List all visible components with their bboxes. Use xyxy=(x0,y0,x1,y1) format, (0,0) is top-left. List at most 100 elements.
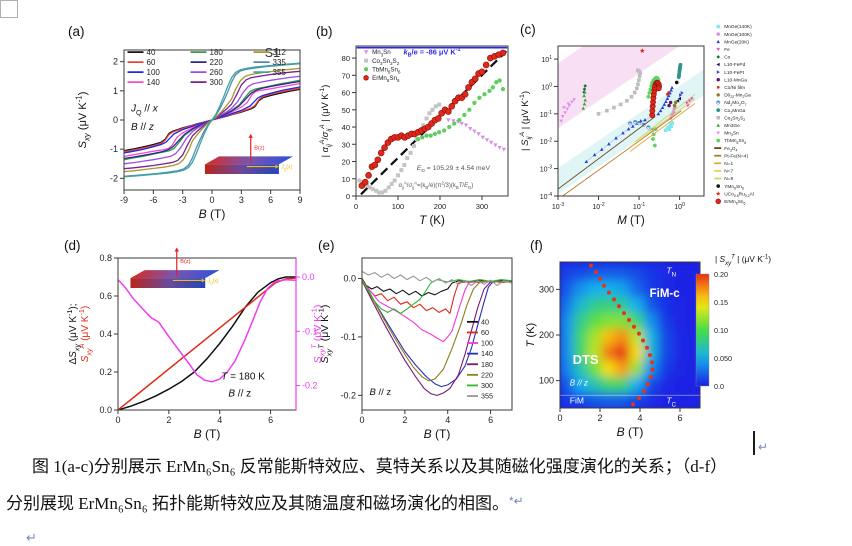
svg-text:-6: -6 xyxy=(149,195,157,205)
text-cursor xyxy=(753,431,755,455)
panel-f: 0 2 4 6 100 200 300 B (T) T (K) TN FiM-c DTS B // z F… xyxy=(525,238,771,439)
svg-text:0: 0 xyxy=(113,115,118,125)
caption-text-2: 分别展现 ErMn₆Sn₆ 拓扑能斯特效应及其随温度和磁场演化的相图。 xyxy=(6,494,509,513)
series-Co_{3}Sn_{2}S_{2} xyxy=(596,68,643,116)
panel-d-chart: 0 2 4 6 0.0 0.2 0.4 0.6 0.8 0.0 -0.1 -0.2 B (T) ΔSxy … xyxy=(64,238,326,441)
svg-text:355: 355 xyxy=(481,392,493,401)
svg-text:100: 100 xyxy=(674,202,685,211)
svg-text:-0.2: -0.2 xyxy=(340,390,356,400)
svg-text:0.2: 0.2 xyxy=(99,367,112,377)
series-L10-FePt xyxy=(679,91,684,97)
series-ErMn_{6}Sn_{6} xyxy=(649,79,662,118)
series-ErMn_{6}Sn_{6} xyxy=(358,49,507,189)
x-axis-label: T (K) xyxy=(419,215,445,227)
svg-text:ErMn6Sn6: ErMn6Sn6 xyxy=(724,199,745,206)
svg-text:T (K): T (K) xyxy=(525,323,537,347)
svg-text:Nd2Mo2O7: Nd2Mo2O7 xyxy=(724,100,746,107)
svg-text:100: 100 xyxy=(481,339,493,348)
svg-text:6: 6 xyxy=(677,413,682,423)
svg-text:20: 20 xyxy=(342,158,350,167)
figure-1-image[interactable]: -9 -6 -3 0 3 6 9 -2 -1 0 1 2 B (T) Sxy (μV K-1) S1 JQ /… xyxy=(0,0,852,450)
svg-text:10-3: 10-3 xyxy=(540,165,552,174)
svg-text:Pt-Fe(N=4): Pt-Fe(N=4) xyxy=(724,153,748,159)
svg-text:10: 10 xyxy=(342,175,350,184)
svg-text:335: 335 xyxy=(273,58,287,67)
series-MnGe(140K) xyxy=(663,121,674,133)
svg-text:| SijA | (μV K-1): | SijA | (μV K-1) xyxy=(519,91,533,151)
svg-text:100: 100 xyxy=(541,83,552,92)
annotations: B // z xyxy=(370,387,392,398)
svg-text:40: 40 xyxy=(342,123,350,132)
heatmap xyxy=(560,262,700,408)
svg-text:B // z: B // z xyxy=(131,122,154,133)
svg-text:10-4: 10-4 xyxy=(540,192,552,201)
svg-text:180: 180 xyxy=(210,48,224,57)
empty-paragraph[interactable]: ↵ xyxy=(6,521,818,546)
series-Fe_{3}O_{4} xyxy=(558,116,656,190)
svg-text:-3: -3 xyxy=(179,195,187,205)
annotations: kB/e = -86 μV K-1 ED = 105.29 ± 4.54 meV α… xyxy=(399,47,491,190)
svg-text:300: 300 xyxy=(476,202,489,211)
caption-line-1[interactable]: 图 1(a-c)分别展示 ErMn₆Sn₆ 反常能斯特效应、莫特关系以及其随磁化… xyxy=(6,450,818,484)
svg-text:MnGe(100K): MnGe(100K) xyxy=(724,32,752,38)
svg-text:0.4: 0.4 xyxy=(99,329,112,339)
svg-text:SxyA (μV K-1): SxyA (μV K-1) xyxy=(77,306,94,362)
svg-text:S1: S1 xyxy=(265,46,280,60)
svg-text:D022-Mn2Ga: D022-Mn2Ga xyxy=(724,93,751,100)
svg-text:TC: TC xyxy=(666,396,676,409)
caption-line-2[interactable]: 分别展现 ErMn₆Sn₆ 拓扑能斯特效应及其随温度和磁场演化的相图。*↵ xyxy=(6,484,818,521)
svg-text:FiM-c: FiM-c xyxy=(650,288,681,300)
panel-e: 0 2 4 6 0.0 -0.1 -0.2 B (T) SxyT (μV K-1) B // z 4… xyxy=(317,238,513,441)
panel-label: (a) xyxy=(68,24,85,39)
svg-text:Fe: Fe xyxy=(724,47,730,53)
svg-text:6: 6 xyxy=(268,195,273,205)
svg-text:0: 0 xyxy=(346,192,350,201)
svg-text:180: 180 xyxy=(481,360,493,369)
inset-sample-sketch: B(z) JQ(x) xyxy=(204,133,293,174)
svg-text:300: 300 xyxy=(481,381,493,390)
svg-text:MnGe(20K): MnGe(20K) xyxy=(724,39,749,45)
series-100 xyxy=(362,280,512,343)
panel-b-chart: 0 100 200 300 0 10 20 30 40 50 60 70 80 T (K) | αijA/σ… xyxy=(316,24,509,227)
svg-text:6: 6 xyxy=(488,415,493,425)
table-corner-handle[interactable] xyxy=(0,0,18,18)
svg-text:0: 0 xyxy=(359,415,364,425)
svg-text:TbMn6Sn6: TbMn6Sn6 xyxy=(372,66,401,74)
y-axis-label: SxyT (μV K-1) xyxy=(317,305,334,364)
series-L10-MnGa xyxy=(667,100,673,108)
svg-text:2: 2 xyxy=(113,57,118,67)
svg-text:0.8: 0.8 xyxy=(99,253,112,263)
svg-text:Co3Sn2S2: Co3Sn2S2 xyxy=(724,115,745,122)
svg-text:DTS: DTS xyxy=(573,352,599,367)
series-300 xyxy=(362,279,512,315)
paragraph-mark-figure: ↵ xyxy=(758,440,769,454)
colorbar-title: | SxyT | (μV K-1) xyxy=(715,254,771,267)
y-axis-label: Sxy (μV K-1) xyxy=(74,92,91,149)
svg-text:-2: -2 xyxy=(110,173,118,183)
svg-text:2: 2 xyxy=(597,413,602,423)
b-field-arrow-label: B(z) xyxy=(254,145,264,151)
svg-text:| αijA/σijA | (μV K-1): | αijA/σijA | (μV K-1) xyxy=(319,85,333,158)
series-YMn_{6}Sn_{6} xyxy=(674,80,679,85)
annotations: S1 JQ // x B // z xyxy=(130,46,280,133)
svg-text:-1: -1 xyxy=(110,144,118,154)
x-axis-label: M (T) xyxy=(617,215,645,227)
caption-text-1: 图 1(a-c)分别展示 ErMn₆Sn₆ 反常能斯特效应、莫特关系以及其随磁化… xyxy=(32,457,728,476)
svg-text:355: 355 xyxy=(273,68,287,77)
series-Pt-Fe(N=4) xyxy=(562,110,682,196)
x-axis-label: B (T) xyxy=(424,427,451,441)
svg-text:YMn6Sn6: YMn6Sn6 xyxy=(724,184,744,191)
svg-text:1: 1 xyxy=(113,86,118,96)
svg-text:ΔSxy (μV K-1);: ΔSxy (μV K-1); xyxy=(65,303,82,364)
svg-text:200: 200 xyxy=(434,202,447,211)
panel-label: (b) xyxy=(316,24,333,39)
svg-text:-0.2: -0.2 xyxy=(302,381,318,391)
svg-text:140: 140 xyxy=(147,78,161,87)
series-N=1 xyxy=(629,103,696,152)
svg-text:101: 101 xyxy=(541,55,552,64)
paragraph-mark: ↵ xyxy=(26,530,37,545)
